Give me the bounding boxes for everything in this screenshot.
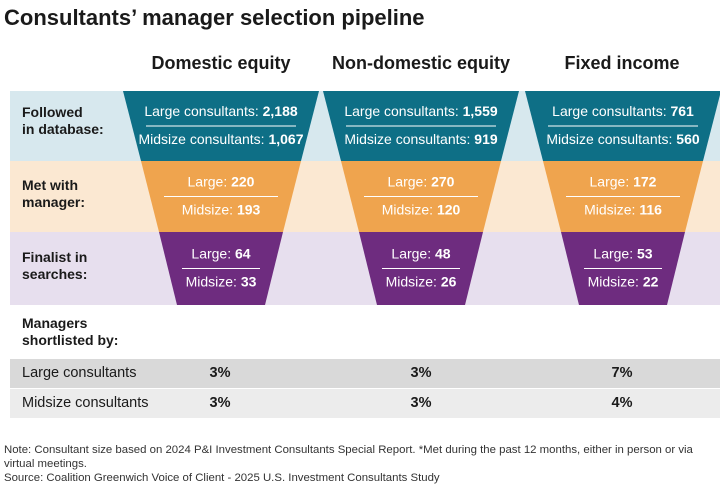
data-label-large: Large: 53 (593, 246, 652, 262)
stage-label-finalist: Finalist in searches: (22, 249, 87, 283)
footnote: Note: Consultant size based on 2024 P&I … (4, 443, 720, 485)
row-label-large: Large consultants (22, 365, 137, 381)
stage-label-line: Met with (22, 177, 78, 193)
shortlisted-title-line: Managers (22, 315, 88, 331)
row-label-midsize: Midsize consultants (22, 395, 149, 411)
data-label-midsize: Midsize consultants: 919 (344, 131, 498, 147)
value-cell: 4% (611, 395, 633, 411)
value-cell: 3% (209, 395, 231, 411)
data-label-large: Large: 270 (388, 174, 455, 190)
data-label-midsize: Midsize: 26 (386, 274, 457, 290)
data-label-large: Large: 64 (191, 246, 250, 262)
stage-label-followed: Followed in database: (22, 104, 104, 138)
data-label-midsize: Midsize: 193 (182, 202, 261, 218)
data-label-large: Large consultants: 761 (552, 103, 694, 119)
data-label-large: Large: 172 (590, 174, 657, 190)
table-row-midsize: Midsize consultants 3% 3% 4% (10, 389, 720, 418)
column-header-non-domestic-equity: Non-domestic equity (331, 53, 510, 73)
value-cell: 3% (410, 365, 432, 381)
chart-title: Consultants’ manager selection pipeline (4, 5, 425, 30)
stage-label-line: manager: (22, 194, 86, 210)
column-header-domestic-equity: Domestic equity (151, 53, 291, 73)
funnel-chart: Large consultants: 2,188 Midsize consulta… (123, 91, 720, 305)
stage-label-line: Followed (22, 104, 83, 120)
stage-label-line: Finalist in (22, 249, 88, 265)
table-row-large: Large consultants 3% 3% 7% (10, 359, 720, 388)
value-cell: 7% (611, 365, 633, 381)
value-cell: 3% (209, 365, 231, 381)
note-text: Note: Consultant size based on 2024 P&I … (4, 444, 693, 470)
stage-label-line: in database: (22, 121, 104, 137)
data-label-midsize: Midsize consultants: 1,067 (139, 131, 304, 147)
data-label-midsize: Midsize: 22 (588, 274, 659, 290)
data-label-midsize: Midsize consultants: 560 (546, 131, 700, 147)
data-label-large: Large consultants: 2,188 (144, 103, 298, 119)
value-cell: 3% (410, 395, 432, 411)
shortlisted-title-line: shortlisted by: (22, 332, 119, 348)
stage-label-line: searches: (22, 266, 88, 282)
data-label-midsize: Midsize: 33 (186, 274, 257, 290)
shortlisted-title: Managers shortlisted by: (22, 315, 118, 349)
source-text: Source: Coalition Greenwich Voice of Cli… (4, 472, 440, 484)
column-header-fixed-income: Fixed income (564, 53, 680, 73)
data-label-midsize: Midsize: 120 (382, 202, 461, 218)
data-label-large: Large: 48 (391, 246, 450, 262)
stage-label-met: Met with manager: (22, 177, 85, 211)
data-label-large: Large consultants: 1,559 (344, 103, 498, 119)
data-label-large: Large: 220 (188, 174, 255, 190)
data-label-midsize: Midsize: 116 (584, 202, 662, 218)
